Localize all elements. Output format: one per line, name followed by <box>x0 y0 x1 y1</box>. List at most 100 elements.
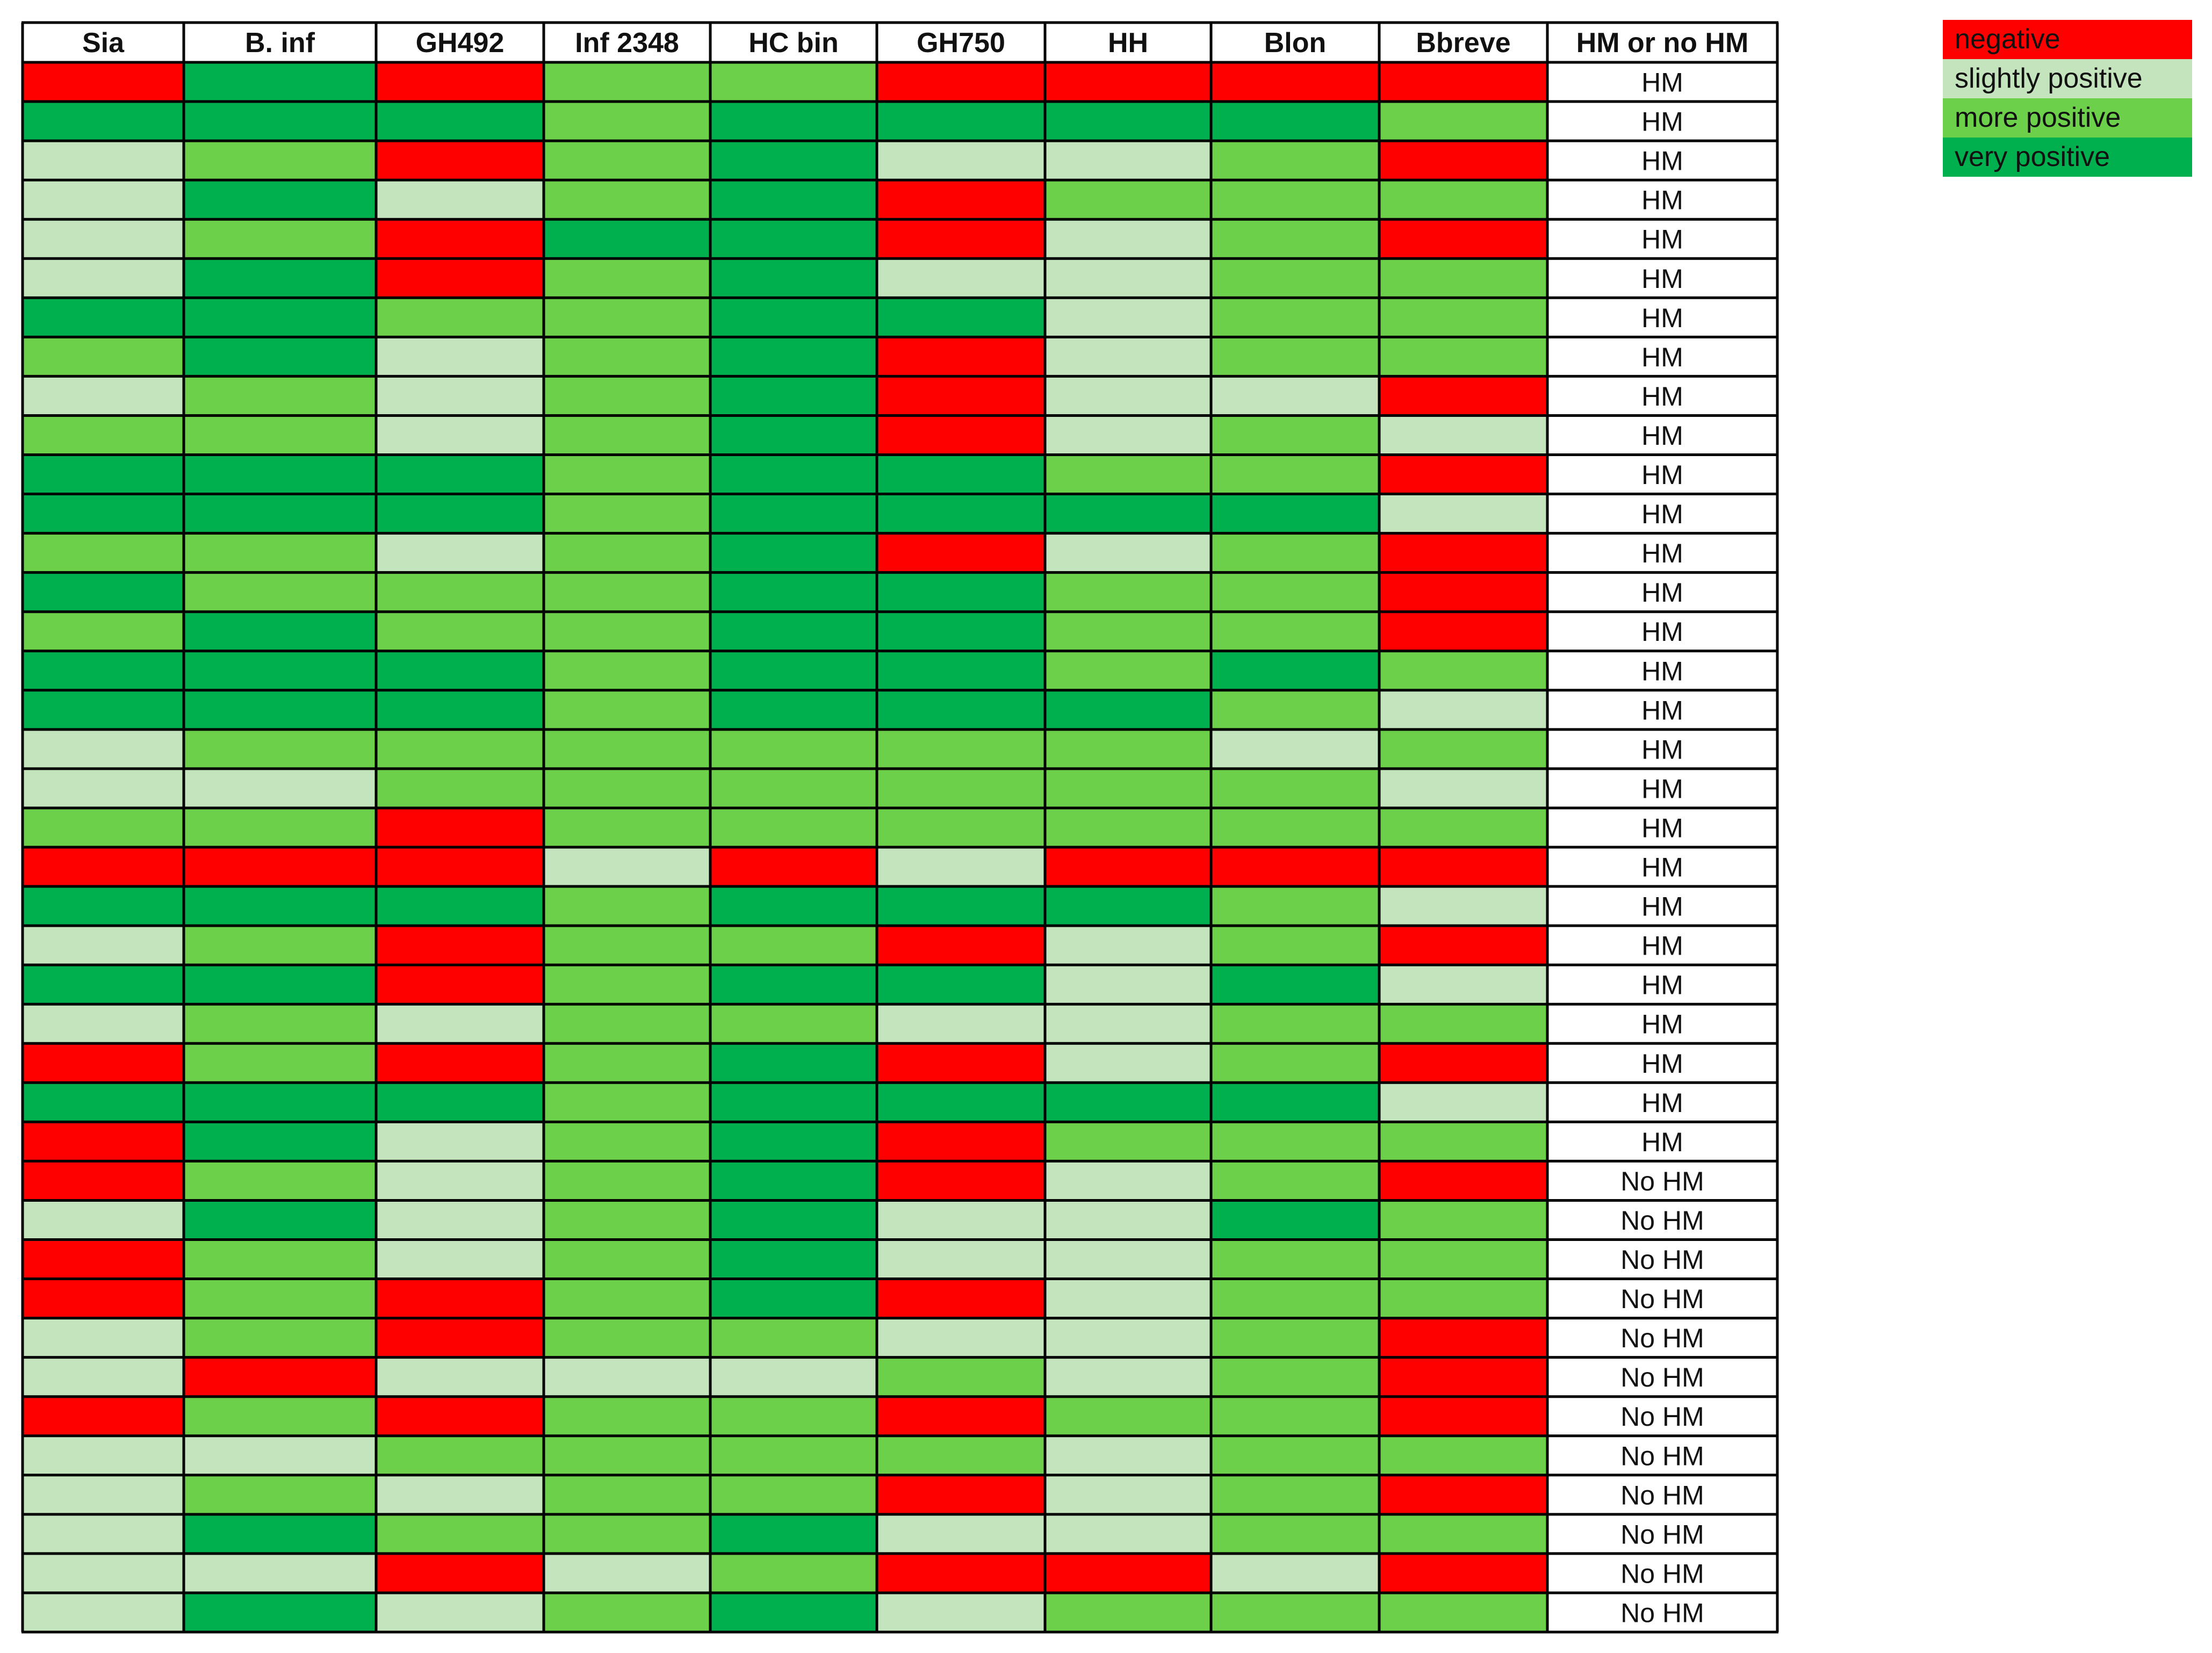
heatmap-cell <box>23 1200 184 1240</box>
heatmap-cell <box>1211 886 1379 926</box>
heatmap-cell <box>877 886 1045 926</box>
heatmap-cell <box>184 611 376 651</box>
heatmap-cell <box>544 494 710 533</box>
heatmap-cell <box>1211 454 1379 494</box>
heatmap-cell <box>544 1553 710 1593</box>
heatmap-cell <box>376 1396 544 1436</box>
heatmap-cell <box>544 651 710 690</box>
row-label: HM <box>1641 578 1683 608</box>
heatmap-cell <box>1045 1082 1211 1122</box>
heatmap-cell <box>184 454 376 494</box>
heatmap-cell <box>710 298 877 337</box>
heatmap-cell <box>1211 180 1379 220</box>
heatmap-cell <box>376 729 544 769</box>
heatmap-cell <box>710 1082 877 1122</box>
heatmap-cell <box>1379 690 1547 730</box>
heatmap-cell <box>184 768 376 808</box>
heatmap-cell <box>1211 1004 1379 1044</box>
heatmap-cell <box>1379 1514 1547 1554</box>
heatmap-cell <box>23 1043 184 1083</box>
heatmap-cell <box>710 415 877 455</box>
heatmap-cell <box>1211 847 1379 887</box>
heatmap-cell <box>1211 1239 1379 1279</box>
heatmap-cell <box>710 62 877 102</box>
heatmap-cell <box>1379 1592 1547 1632</box>
heatmap-cell <box>1379 1318 1547 1358</box>
heatmap-cell <box>710 219 877 259</box>
heatmap-cell <box>376 376 544 416</box>
heatmap-cell <box>23 1239 184 1279</box>
heatmap-cell <box>1045 219 1211 259</box>
heatmap-cell <box>544 62 710 102</box>
heatmap-cell <box>184 141 376 181</box>
heatmap-cell <box>877 1200 1045 1240</box>
heatmap-cell <box>1045 1004 1211 1044</box>
heatmap-cell <box>1045 768 1211 808</box>
heatmap-cell <box>1379 494 1547 533</box>
heatmap-cell <box>1379 415 1547 455</box>
heatmap-cell <box>544 611 710 651</box>
heatmap-cell <box>1211 415 1379 455</box>
heatmap-cell <box>376 494 544 533</box>
heatmap-cell <box>184 219 376 259</box>
heatmap-cell <box>1211 1082 1379 1122</box>
heatmap-cell <box>184 1475 376 1514</box>
heatmap-cell <box>1211 219 1379 259</box>
heatmap-cell <box>376 62 544 102</box>
heatmap-cell <box>1211 1435 1379 1475</box>
row-label: HM <box>1641 68 1683 98</box>
heatmap-cell <box>877 494 1045 533</box>
heatmap-cell <box>23 886 184 926</box>
row-label: HM <box>1641 617 1683 647</box>
heatmap-cell <box>710 533 877 573</box>
heatmap-cell <box>544 926 710 965</box>
heatmap-cell <box>376 298 544 337</box>
heatmap-cell <box>877 1082 1045 1122</box>
heatmap-cell <box>1045 1514 1211 1554</box>
heatmap-cell <box>877 768 1045 808</box>
heatmap-cell <box>23 337 184 377</box>
heatmap-cell <box>23 1357 184 1397</box>
heatmap-cell <box>184 1357 376 1397</box>
heatmap-cell <box>376 1122 544 1161</box>
heatmap-cell <box>376 1514 544 1554</box>
heatmap-cell <box>544 1239 710 1279</box>
heatmap-cell <box>1211 62 1379 102</box>
heatmap-cell <box>710 847 877 887</box>
heatmap-cell <box>1045 533 1211 573</box>
column-header: GH750 <box>917 27 1005 59</box>
heatmap-cell <box>710 768 877 808</box>
heatmap-cell <box>1211 141 1379 181</box>
row-label: No HM <box>1620 1245 1704 1275</box>
heatmap-cell <box>1045 141 1211 181</box>
heatmap-cell <box>1211 1279 1379 1318</box>
heatmap-cell <box>1379 180 1547 220</box>
row-label: HM <box>1641 734 1683 764</box>
heatmap-cell <box>1211 926 1379 965</box>
heatmap-cell <box>184 1043 376 1083</box>
row-label: No HM <box>1620 1480 1704 1510</box>
heatmap-cell <box>544 141 710 181</box>
heatmap-cell <box>1211 572 1379 612</box>
heatmap-cell <box>1211 298 1379 337</box>
heatmap-cell <box>376 1435 544 1475</box>
legend-item-more-positive: more positive <box>1943 98 2192 138</box>
heatmap-cell <box>544 337 710 377</box>
heatmap-cell <box>184 886 376 926</box>
heatmap-cell <box>184 690 376 730</box>
heatmap-cell <box>710 180 877 220</box>
column-header: HM or no HM <box>1576 27 1749 59</box>
heatmap-cell <box>544 965 710 1005</box>
heatmap-cell <box>1379 1043 1547 1083</box>
heatmap-cell <box>1211 533 1379 573</box>
column-header: B. inf <box>245 27 315 59</box>
heatmap-cell <box>1379 219 1547 259</box>
heatmap-cell <box>877 1396 1045 1436</box>
heatmap-cell <box>544 1475 710 1514</box>
heatmap-cell <box>1045 376 1211 416</box>
heatmap-cell <box>1379 1396 1547 1436</box>
heatmap-cell <box>1379 965 1547 1005</box>
heatmap-cell <box>1045 729 1211 769</box>
heatmap-cell <box>376 965 544 1005</box>
heatmap-cell <box>376 454 544 494</box>
